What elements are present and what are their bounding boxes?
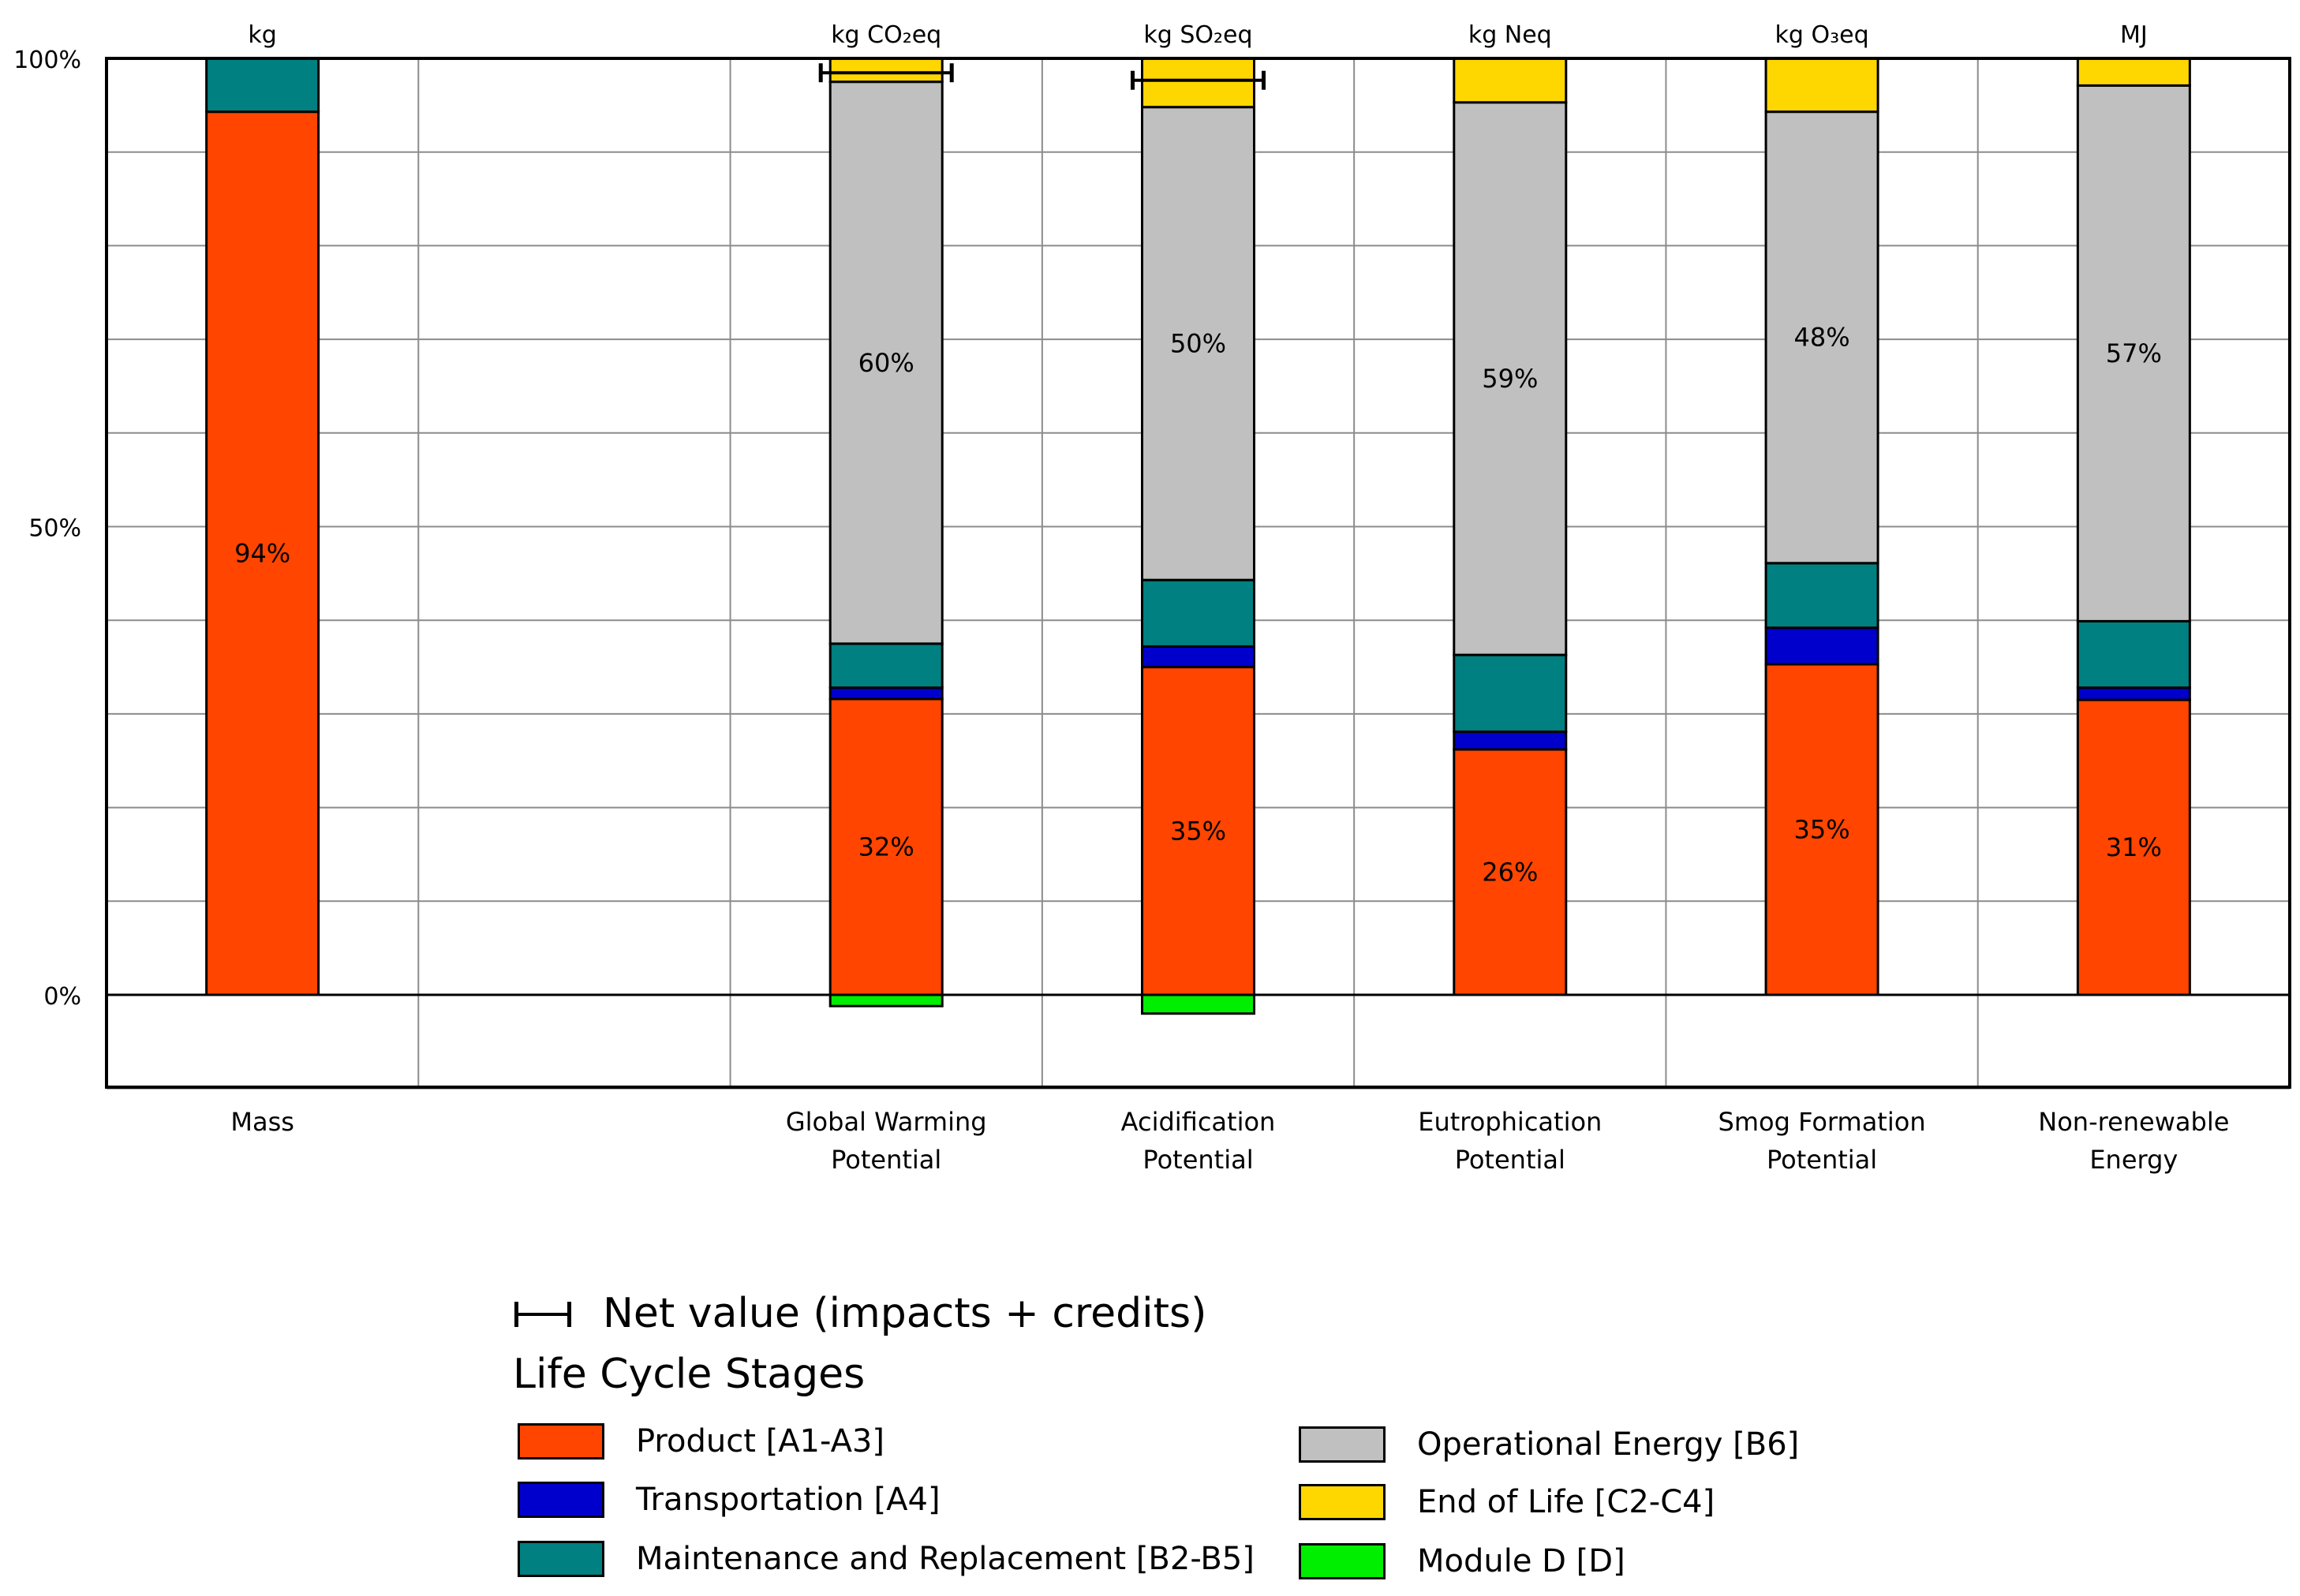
unit-label-nre: MJ <box>2120 21 2148 49</box>
bar-sfp-transport <box>1764 626 1879 666</box>
legend-label-product: Product [A1-A3] <box>636 1423 884 1460</box>
category-label-sfp: Potential <box>1767 1145 1877 1175</box>
legend-swatch-moduled <box>1299 1543 1386 1579</box>
category-label-ap: Acidification <box>1121 1107 1276 1137</box>
legend-swatch-transport <box>518 1482 604 1518</box>
legend-swatch-maintenance <box>518 1541 604 1577</box>
y-tick-label: 50% <box>28 515 81 543</box>
bar-ap-maintenance <box>1141 578 1255 648</box>
bar-ap-operational <box>1141 106 1255 581</box>
bar-mass-product <box>205 110 320 996</box>
bar-ap-moduled <box>1141 993 1255 1015</box>
category-label-nre: Non-renewable <box>2038 1107 2229 1137</box>
legend-item-product: Product [A1-A3] <box>518 1418 884 1464</box>
bar-gwp-eol <box>828 57 944 84</box>
plot-border <box>105 57 2291 1089</box>
bar-sfp-product <box>1764 663 1879 996</box>
legend-item-eol: End of Life [C2-C4] <box>1299 1479 1715 1525</box>
legend-net-value: Net value (impacts + credits) <box>513 1286 1206 1341</box>
legend-item-moduled: Module D [D] <box>1299 1538 1625 1584</box>
bar-nre-operational <box>2076 84 2191 622</box>
category-label-ap: Potential <box>1143 1145 1253 1175</box>
legend-net-label: Net value (impacts + credits) <box>603 1290 1207 1337</box>
category-label-ep: Eutrophication <box>1418 1107 1602 1137</box>
bar-mass-maintenance <box>205 57 320 114</box>
bar-sfp-operational <box>1764 110 1879 565</box>
y-tick-label: 100% <box>13 47 81 74</box>
unit-label-sfp: kg O₃eq <box>1775 21 1869 49</box>
legend-swatch-eol <box>1299 1484 1386 1520</box>
legend-label-eol: End of Life [C2-C4] <box>1417 1484 1715 1520</box>
legend-label-moduled: Module D [D] <box>1417 1543 1625 1579</box>
data-label-ap-product: 35% <box>1170 816 1226 846</box>
legend-swatch-product <box>518 1423 604 1460</box>
bar-nre-transport <box>2076 686 2191 701</box>
category-label-ep: Potential <box>1455 1145 1565 1175</box>
bar-gwp-product <box>828 697 944 996</box>
unit-label-gwp: kg CO₂eq <box>831 21 941 49</box>
legend-swatch-operational <box>1299 1426 1386 1463</box>
unit-label-ep: kg Neq <box>1468 21 1552 49</box>
bar-nre-eol <box>2076 57 2191 87</box>
net-value-icon <box>513 1286 573 1341</box>
bar-sfp-eol <box>1764 57 1879 114</box>
legend: Net value (impacts + credits) Life Cycle… <box>513 1286 1854 1594</box>
data-label-mass-product: 94% <box>234 538 290 568</box>
chart: 0% 50% 100% kg Mass 94% kg CO₂eq Global Warming… <box>13 21 2291 1175</box>
legend-item-maintenance: Maintenance and Replacement [B2-B5] <box>518 1536 1255 1582</box>
legend-item-operational: Operational Energy [B6] <box>1299 1422 1799 1467</box>
unit-label-mass: kg <box>248 21 276 49</box>
bar-ep-maintenance <box>1453 653 1568 733</box>
bar-ap-transport <box>1141 645 1255 669</box>
y-tick-label: 0% <box>43 983 81 1011</box>
bar-ep-product <box>1453 748 1568 996</box>
data-label-gwp-operational: 60% <box>858 348 914 378</box>
data-label-nre-product: 31% <box>2106 832 2162 862</box>
legend-label-maintenance: Maintenance and Replacement [B2-B5] <box>636 1541 1255 1577</box>
bar-ep-operational <box>1453 101 1568 656</box>
legend-label-operational: Operational Energy [B6] <box>1417 1426 1800 1463</box>
bar-nre-maintenance <box>2076 619 2191 690</box>
bar-gwp-maintenance <box>828 642 944 690</box>
bar-ep-transport <box>1453 730 1568 751</box>
data-label-gwp-product: 32% <box>858 832 914 862</box>
category-label-sfp: Smog Formation <box>1718 1107 1926 1137</box>
bar-ap-eol <box>1141 57 1255 109</box>
category-label-gwp: Global Warming <box>786 1107 987 1137</box>
legend-item-transport: Transportation [A4] <box>518 1477 941 1523</box>
data-label-ep-operational: 59% <box>1482 364 1538 394</box>
data-label-ap-operational: 50% <box>1170 328 1226 358</box>
legend-label-transport: Transportation [A4] <box>636 1482 941 1518</box>
category-label-nre: Energy <box>2089 1145 2178 1175</box>
category-label-mass: Mass <box>230 1107 294 1137</box>
category-label-gwp: Potential <box>831 1145 941 1175</box>
data-label-sfp-product: 35% <box>1794 814 1850 844</box>
data-label-ep-product: 26% <box>1482 858 1538 888</box>
legend-stages-title: Life Cycle Stages <box>513 1351 866 1398</box>
bar-gwp-moduled <box>828 993 944 1007</box>
data-label-nre-operational: 57% <box>2106 338 2162 368</box>
bar-gwp-transport <box>828 686 944 701</box>
bar-ep-eol <box>1453 57 1568 104</box>
data-label-sfp-operational: 48% <box>1794 323 1850 353</box>
unit-label-ap: kg SO₂eq <box>1143 21 1252 49</box>
bar-sfp-maintenance <box>1764 562 1879 630</box>
